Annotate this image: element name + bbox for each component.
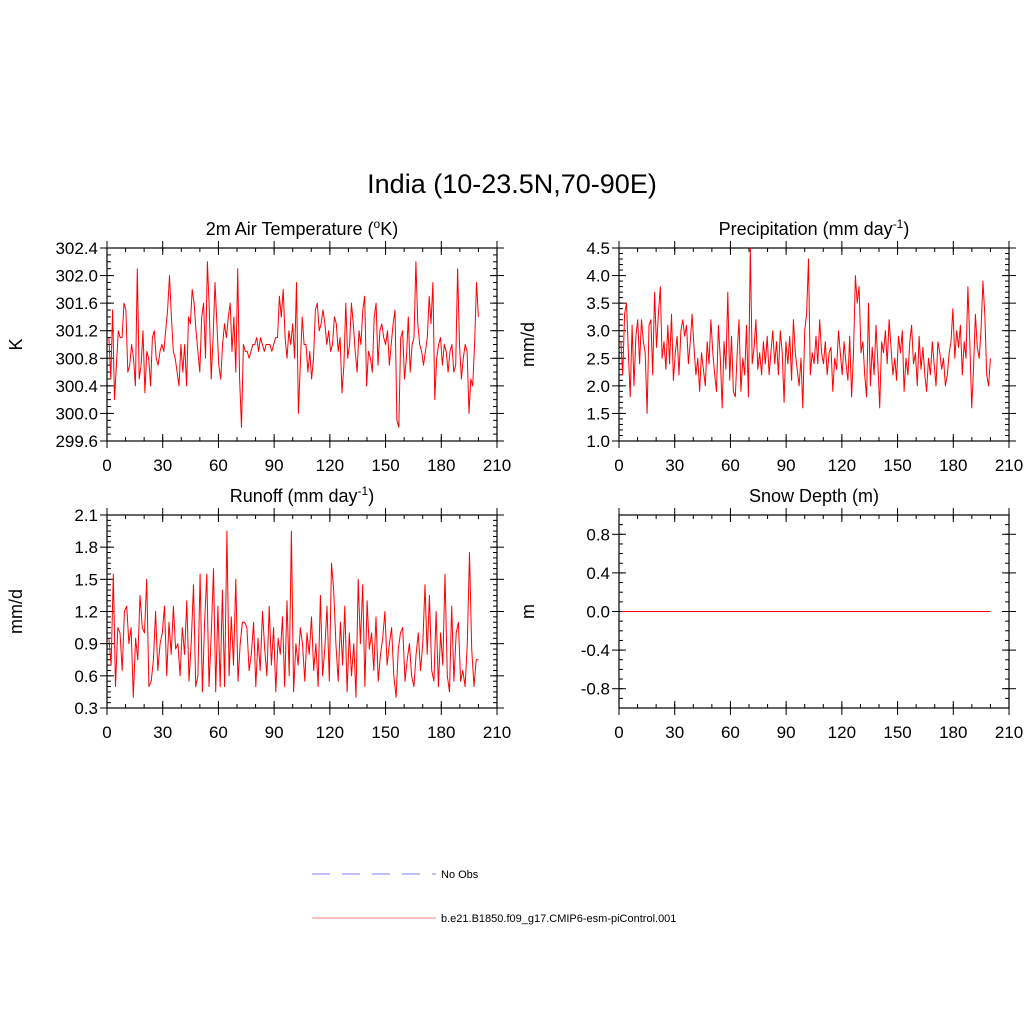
y-tick-label: 300.8	[55, 349, 98, 368]
y-tick-label: 2.0	[586, 377, 610, 396]
x-tick-label: 150	[883, 456, 911, 475]
y-tick-label: 1.8	[74, 538, 98, 557]
x-tick-label: 120	[828, 723, 856, 742]
x-tick-label: 120	[316, 723, 344, 742]
plot-frame	[106, 514, 498, 709]
y-tick-label: 0.8	[586, 525, 610, 544]
legend: No Obs b.e21.B1850.f09_g17.CMIP6-esm-piC…	[312, 869, 676, 925]
y-tick-label: 1.2	[74, 603, 98, 622]
x-tick-label: 0	[102, 723, 111, 742]
x-tick-label: 60	[209, 723, 228, 742]
x-tick-label: 90	[265, 723, 284, 742]
x-tick-label: 0	[614, 456, 623, 475]
series-line	[108, 530, 479, 698]
panel-title-text: Snow Depth (m)	[749, 486, 879, 506]
y-tick-label: 2.1	[74, 506, 98, 525]
panel-title-tail: )	[903, 219, 909, 239]
x-tick-label: 30	[153, 456, 172, 475]
y-tick-label: 302.0	[55, 267, 98, 286]
x-tick-label: 90	[265, 456, 284, 475]
y-axis-label: K	[6, 338, 26, 350]
x-tick-label: 210	[483, 456, 511, 475]
legend-obs-label: No Obs	[441, 869, 479, 881]
x-tick-label: 150	[883, 723, 911, 742]
y-tick-label: 1.5	[586, 404, 610, 423]
panel-snow-depth: Snow Depth (m) m -0.8 -0.4 0.0 0.4 0.8 0 30 60 90 1…	[518, 486, 1023, 742]
y-tick-label: 3.5	[586, 294, 610, 313]
x-tick-label: 180	[427, 723, 455, 742]
y-tick-label: 299.6	[55, 432, 98, 451]
series-line	[108, 261, 479, 428]
x-tick-label: 0	[614, 723, 623, 742]
x-tick-label: 90	[777, 723, 796, 742]
y-tick-label: 0.6	[74, 667, 98, 686]
panel-title-superscript: o	[374, 217, 381, 231]
x-tick-label: 210	[483, 723, 511, 742]
y-tick-label: 0.3	[74, 699, 98, 718]
panel-title: Runoff (mm day-1)	[230, 484, 374, 506]
plot-frame	[618, 247, 1010, 442]
x-tick-label: 0	[102, 456, 111, 475]
panel-runoff: Runoff (mm day-1) mm/d 0.3 0.6 0.9 1.2 1.5 1.8 2…	[6, 484, 511, 742]
x-tick-label: 30	[665, 456, 684, 475]
x-tick-label: 90	[777, 456, 796, 475]
panel-title-tail: )	[368, 486, 374, 506]
panel-temperature: 2m Air Temperature (oK) K 299.6 300.0 300.4 3…	[6, 217, 511, 475]
y-tick-label: 1.5	[74, 570, 98, 589]
x-tick-label: 120	[828, 456, 856, 475]
x-tick-label: 60	[209, 456, 228, 475]
y-tick-label: 0.9	[74, 635, 98, 654]
y-tick-label: 3.0	[586, 322, 610, 341]
panel-title-text: Precipitation (mm day	[719, 219, 893, 239]
legend-model-label: b.e21.B1850.f09_g17.CMIP6-esm-piControl.…	[441, 913, 676, 925]
y-tick-label: 300.4	[55, 377, 98, 396]
panel-title: 2m Air Temperature (oK)	[206, 217, 398, 239]
panel-precipitation: Precipitation (mm day-1) mm/d 1.0 1.5 2.0 2.5…	[518, 217, 1023, 475]
panel-title-text: 2m Air Temperature (	[206, 219, 374, 239]
y-tick-label: 1.0	[586, 432, 610, 451]
y-tick-label: -0.4	[581, 641, 610, 660]
y-tick-label: -0.8	[581, 680, 610, 699]
panel-title: Precipitation (mm day-1)	[719, 217, 910, 239]
x-tick-label: 120	[316, 456, 344, 475]
y-tick-label: 300.0	[55, 404, 98, 423]
x-tick-label: 210	[995, 723, 1023, 742]
panel-title: Snow Depth (m)	[749, 486, 879, 506]
y-tick-label: 0.4	[586, 564, 610, 583]
y-tick-label: 4.0	[586, 267, 610, 286]
x-tick-label: 30	[153, 723, 172, 742]
x-tick-label: 60	[721, 723, 740, 742]
x-tick-label: 30	[665, 723, 684, 742]
y-tick-label: 301.6	[55, 294, 98, 313]
plot-frame	[618, 514, 1010, 709]
x-tick-label: 150	[371, 723, 399, 742]
panel-title-superscript: -1	[358, 484, 369, 498]
x-tick-label: 180	[427, 456, 455, 475]
x-tick-label: 180	[939, 456, 967, 475]
y-axis-label: mm/d	[518, 322, 538, 367]
y-tick-label: 4.5	[586, 239, 610, 258]
x-tick-label: 210	[995, 456, 1023, 475]
y-tick-label: 2.5	[586, 349, 610, 368]
panel-title-superscript: -1	[893, 217, 904, 231]
x-tick-label: 60	[721, 456, 740, 475]
y-tick-label: 0.0	[586, 603, 610, 622]
y-axis-label: m	[518, 604, 538, 619]
y-tick-label: 301.2	[55, 322, 98, 341]
y-axis-label: mm/d	[6, 589, 26, 634]
main-title: India (10-23.5N,70-90E)	[367, 169, 657, 199]
series-line	[620, 247, 991, 414]
x-tick-label: 150	[371, 456, 399, 475]
y-tick-label: 302.4	[55, 239, 98, 258]
panel-title-tail: K)	[380, 219, 398, 239]
x-tick-label: 180	[939, 723, 967, 742]
panel-title-text: Runoff (mm day	[230, 486, 358, 506]
plot-frame	[106, 247, 498, 442]
